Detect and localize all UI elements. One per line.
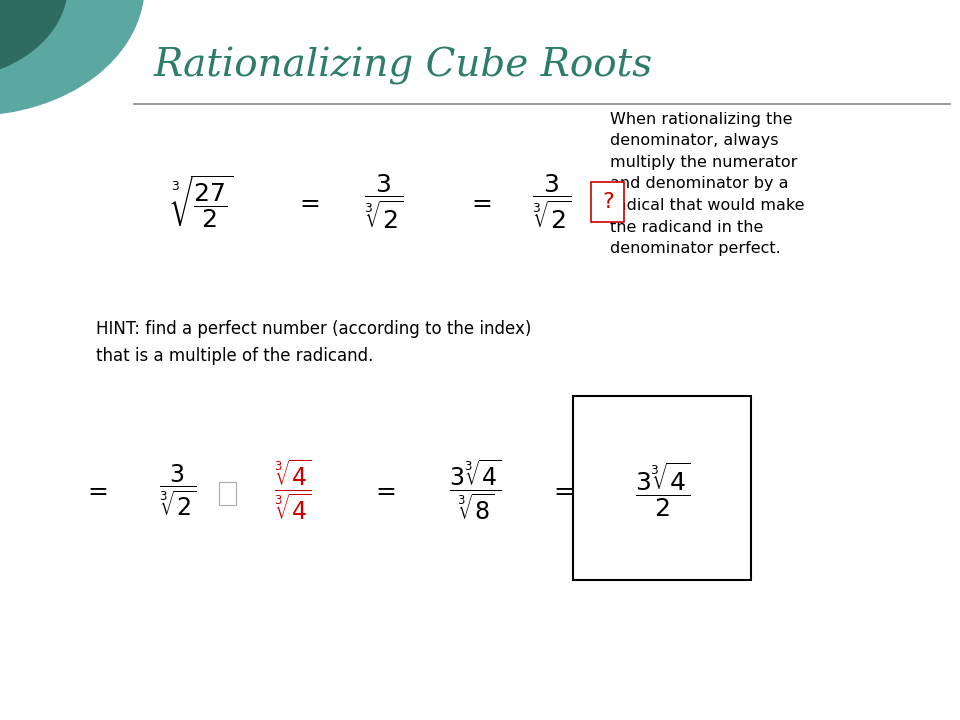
Text: $=$: $=$ [84, 477, 108, 502]
Text: $=$: $=$ [468, 189, 492, 214]
Text: $\sqrt[3]{\dfrac{27}{2}}$: $\sqrt[3]{\dfrac{27}{2}}$ [170, 174, 233, 230]
Text: $?$: $?$ [602, 192, 613, 212]
FancyBboxPatch shape [219, 482, 236, 505]
Text: $=$: $=$ [295, 189, 320, 214]
Text: $\dfrac{3}{\sqrt[3]{2}}$: $\dfrac{3}{\sqrt[3]{2}}$ [159, 462, 196, 518]
Text: $\dfrac{3}{\sqrt[3]{2}}$: $\dfrac{3}{\sqrt[3]{2}}$ [533, 172, 571, 231]
Text: $\dfrac{\sqrt[3]{4}}{\sqrt[3]{4}}$: $\dfrac{\sqrt[3]{4}}{\sqrt[3]{4}}$ [275, 457, 311, 522]
Text: $=$: $=$ [549, 477, 574, 502]
Text: When rationalizing the
denominator, always
multiply the numerator
and denominato: When rationalizing the denominator, alwa… [610, 112, 804, 256]
Text: $\dfrac{3\sqrt[3]{4}}{\sqrt[3]{8}}$: $\dfrac{3\sqrt[3]{4}}{\sqrt[3]{8}}$ [449, 457, 501, 522]
FancyBboxPatch shape [573, 396, 751, 580]
Text: Rationalizing Cube Roots: Rationalizing Cube Roots [154, 47, 653, 85]
Text: $\dfrac{3}{\sqrt[3]{2}}$: $\dfrac{3}{\sqrt[3]{2}}$ [365, 172, 403, 231]
Circle shape [0, 0, 144, 115]
Circle shape [0, 0, 67, 79]
Text: $\dfrac{3\sqrt[3]{4}}{2}$: $\dfrac{3\sqrt[3]{4}}{2}$ [635, 461, 690, 518]
Text: $=$: $=$ [372, 477, 396, 502]
FancyBboxPatch shape [591, 182, 624, 222]
Text: HINT: find a perfect number (according to the index)
that is a multiple of the r: HINT: find a perfect number (according t… [96, 320, 532, 365]
